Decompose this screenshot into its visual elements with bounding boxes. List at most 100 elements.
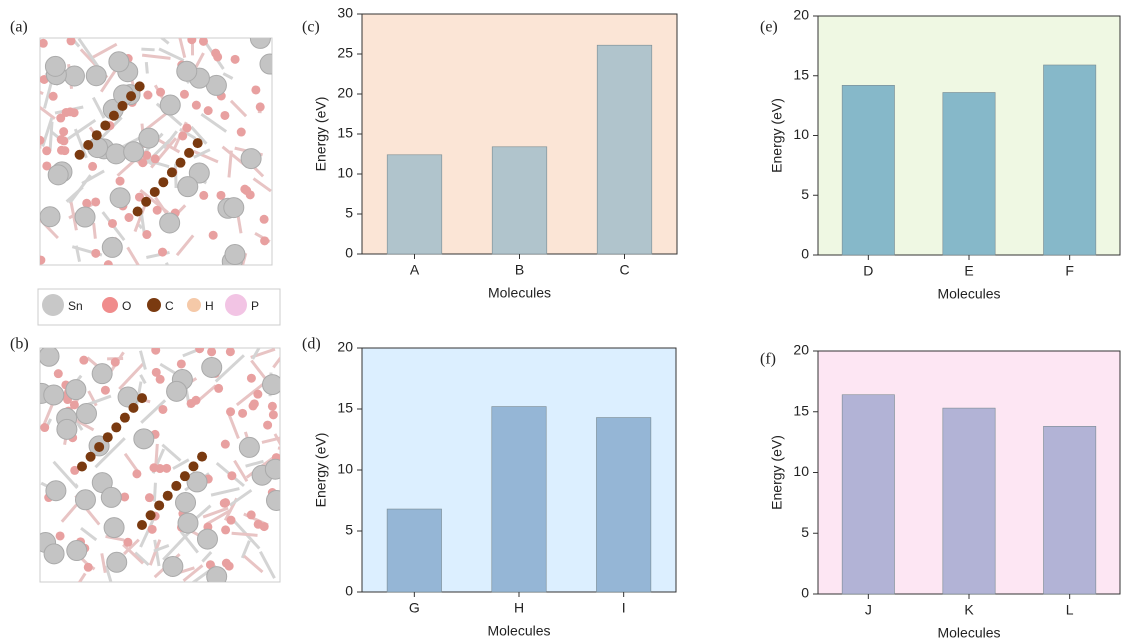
o-atom [123, 538, 132, 547]
o-atom [187, 35, 196, 44]
o-atom [253, 390, 262, 399]
sn-atom [262, 375, 282, 395]
c-atom [141, 197, 151, 207]
sn-atom [202, 357, 222, 377]
o-atom [268, 402, 277, 411]
c-atom [150, 187, 160, 197]
legend-swatch [42, 294, 64, 316]
legend-label: H [205, 299, 214, 313]
sn-atom [187, 472, 207, 492]
c-atom [146, 510, 156, 520]
x-tick-label: H [514, 600, 524, 616]
sn-atom [67, 541, 87, 561]
bar [943, 408, 995, 594]
o-atom [36, 136, 45, 145]
o-atom [39, 39, 48, 48]
o-atom [66, 107, 75, 116]
o-atom [54, 369, 63, 378]
sn-atom [176, 492, 196, 512]
c-atom [167, 167, 177, 177]
o-atom [42, 146, 51, 155]
sn-atom [160, 213, 180, 233]
sn-atom [107, 552, 127, 572]
c-atom [180, 471, 190, 481]
sn-atom [44, 544, 64, 564]
sn-atom [106, 144, 126, 164]
c-atom [120, 413, 130, 423]
y-tick-label: 20 [793, 7, 809, 23]
o-atom [91, 197, 100, 206]
c-atom [94, 442, 104, 452]
sn-atom [101, 487, 121, 507]
sn-atom [167, 381, 187, 401]
o-atom [40, 423, 49, 432]
o-atom [222, 559, 231, 568]
sn-atom [178, 513, 198, 533]
sn-atom [197, 529, 217, 549]
legend-label: Sn [68, 299, 83, 313]
c-atom [137, 520, 147, 530]
o-atom [231, 55, 240, 64]
o-atom [227, 471, 236, 480]
c-atom [154, 500, 164, 510]
y-tick-label: 5 [345, 522, 353, 538]
sn-atom [134, 429, 154, 449]
y-tick-label: 15 [337, 125, 353, 141]
o-atom [56, 531, 65, 540]
o-atom [59, 127, 68, 136]
x-axis-label: Molecules [487, 623, 550, 639]
o-atom [238, 409, 247, 418]
c-atom [109, 111, 119, 121]
o-atom [156, 88, 165, 97]
o-atom [177, 359, 186, 368]
y-tick-label: 0 [345, 245, 353, 261]
y-tick-label: 15 [337, 400, 353, 416]
sn-atom [102, 237, 122, 257]
x-tick-label: I [622, 600, 626, 616]
x-tick-label: J [865, 602, 872, 618]
sn-atom [77, 404, 97, 424]
y-axis-label: Energy (eV) [769, 98, 785, 173]
o-atom [158, 248, 167, 257]
o-atom [260, 522, 269, 531]
c-atom [126, 91, 136, 101]
bond [94, 223, 96, 239]
c-atom [83, 140, 93, 150]
sn-atom [163, 556, 183, 576]
x-tick-label: B [515, 262, 524, 278]
o-atom [153, 206, 162, 215]
x-axis-label: Molecules [937, 625, 1000, 641]
c-atom [171, 481, 181, 491]
c-atom [117, 101, 127, 111]
sn-atom [104, 518, 124, 538]
legend-swatch [187, 298, 201, 312]
o-atom [84, 563, 93, 572]
x-axis-label: Molecules [488, 285, 551, 301]
o-atom [82, 199, 91, 208]
o-atom [199, 37, 208, 46]
y-tick-label: 0 [801, 246, 809, 262]
o-atom [142, 230, 151, 239]
y-tick-label: 10 [337, 165, 353, 181]
o-atom [220, 111, 229, 120]
o-atom [207, 347, 216, 356]
sn-atom [45, 56, 65, 76]
o-atom [260, 236, 269, 245]
o-atom [88, 162, 97, 171]
bar [597, 45, 652, 254]
o-atom [49, 92, 58, 101]
sn-atom [40, 207, 60, 227]
o-atom [220, 499, 229, 508]
panel-label: (b) [10, 336, 29, 353]
o-atom [104, 260, 113, 269]
o-atom [199, 191, 208, 200]
o-atom [151, 346, 160, 355]
o-atom [269, 410, 278, 419]
o-atom [247, 510, 256, 519]
c-atom [77, 462, 87, 472]
y-tick-label: 5 [801, 186, 809, 202]
sn-atom [207, 567, 227, 587]
y-tick-label: 10 [793, 463, 809, 479]
c-atom [197, 452, 207, 462]
sn-atom [241, 149, 261, 169]
